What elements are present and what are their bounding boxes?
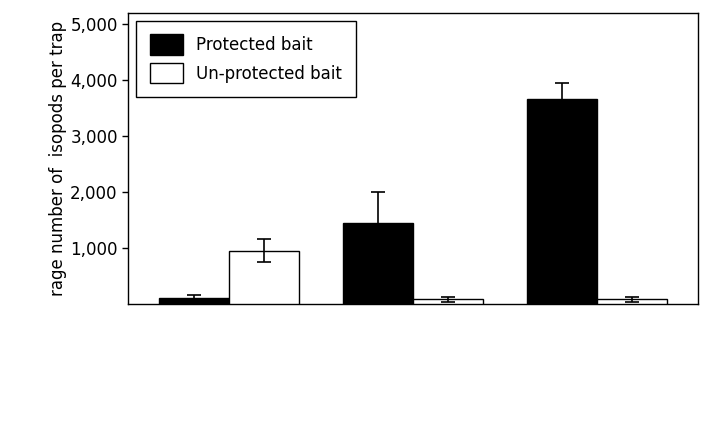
Y-axis label: rage number of  isopods per trap: rage number of isopods per trap — [49, 21, 68, 296]
Bar — [159, 298, 229, 304]
Bar — [597, 299, 666, 304]
Bar — [229, 251, 299, 304]
Legend: Protected bait, Un-protected bait: Protected bait, Un-protected bait — [137, 21, 356, 97]
Bar — [527, 100, 597, 304]
Bar — [343, 223, 413, 304]
Bar — [413, 299, 483, 304]
